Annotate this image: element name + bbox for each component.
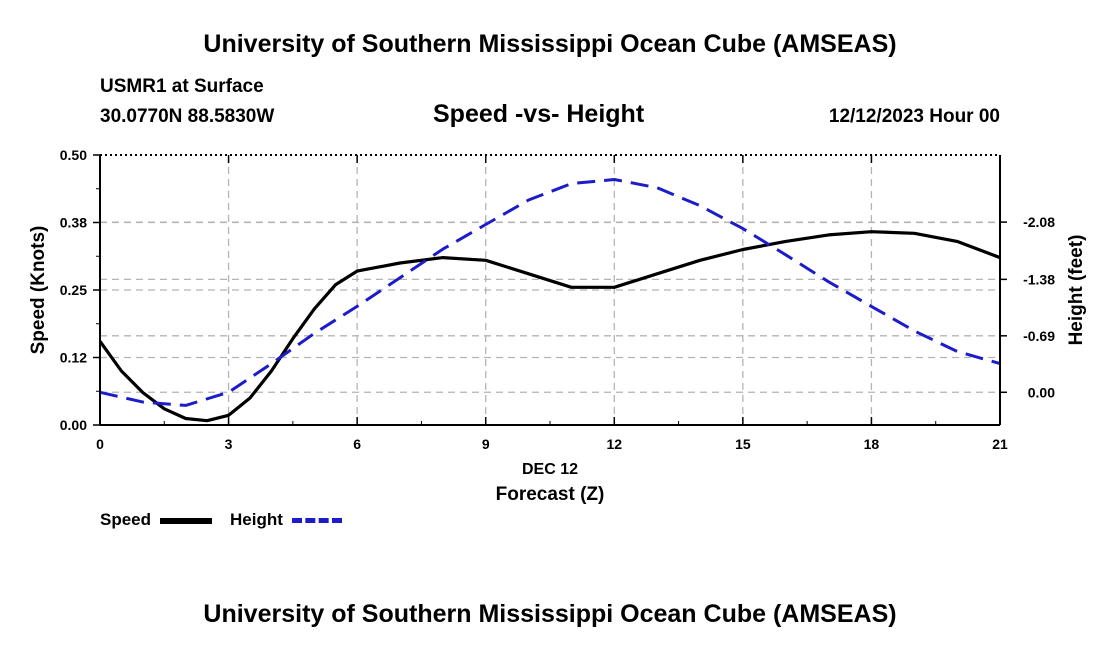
y-left-axis-title: Speed (Knots) [28, 226, 49, 355]
x-tick-label: 21 [992, 436, 1008, 452]
footer-title: University of Southern Mississippi Ocean… [203, 600, 897, 628]
y-right-tick-label: -0.69 [1023, 328, 1055, 344]
x-tick-label: 6 [353, 436, 361, 452]
x-tick-label: 15 [735, 436, 751, 452]
y-right-tick-label: -1.38 [1023, 271, 1055, 287]
station-name: USMR1 at Surface [100, 76, 264, 97]
series-line-speed [98, 230, 1001, 423]
x-axis-date-label: DEC 12 [522, 461, 578, 478]
legend-height-line [292, 518, 342, 523]
y-right-axis-title: Height (feet) [1066, 235, 1087, 346]
x-axis-title: Forecast (Z) [496, 484, 605, 505]
x-tick-label: 18 [864, 436, 880, 452]
y-right-tick-label: 0.00 [1028, 384, 1055, 400]
y-left-tick-label: 0.25 [60, 282, 87, 298]
x-tick-label: 0 [96, 436, 104, 452]
station-coordinates: 30.0770N 88.5830W [100, 106, 275, 127]
series-line-height [99, 178, 1001, 407]
y-left-tick-label: 0.38 [60, 215, 87, 231]
chart-subtitle: Speed -vs- Height [433, 100, 645, 128]
y-left-tick-label: 0.00 [60, 417, 87, 433]
forecast-datetime: 12/12/2023 Hour 00 [828, 106, 1000, 127]
y-left-tick-label: 0.50 [60, 147, 87, 163]
legend-speed-label: Speed [100, 510, 152, 529]
legend-speed-line [160, 518, 212, 524]
x-tick-label: 3 [225, 436, 233, 452]
x-tick-label: 9 [482, 436, 490, 452]
x-tick-label: 12 [606, 436, 622, 452]
legend-height-label: Height [230, 510, 283, 529]
y-left-tick-label: 0.12 [60, 350, 87, 366]
page-title: University of Southern Mississippi Ocean… [203, 30, 897, 58]
y-right-tick-label: -2.08 [1023, 214, 1055, 230]
